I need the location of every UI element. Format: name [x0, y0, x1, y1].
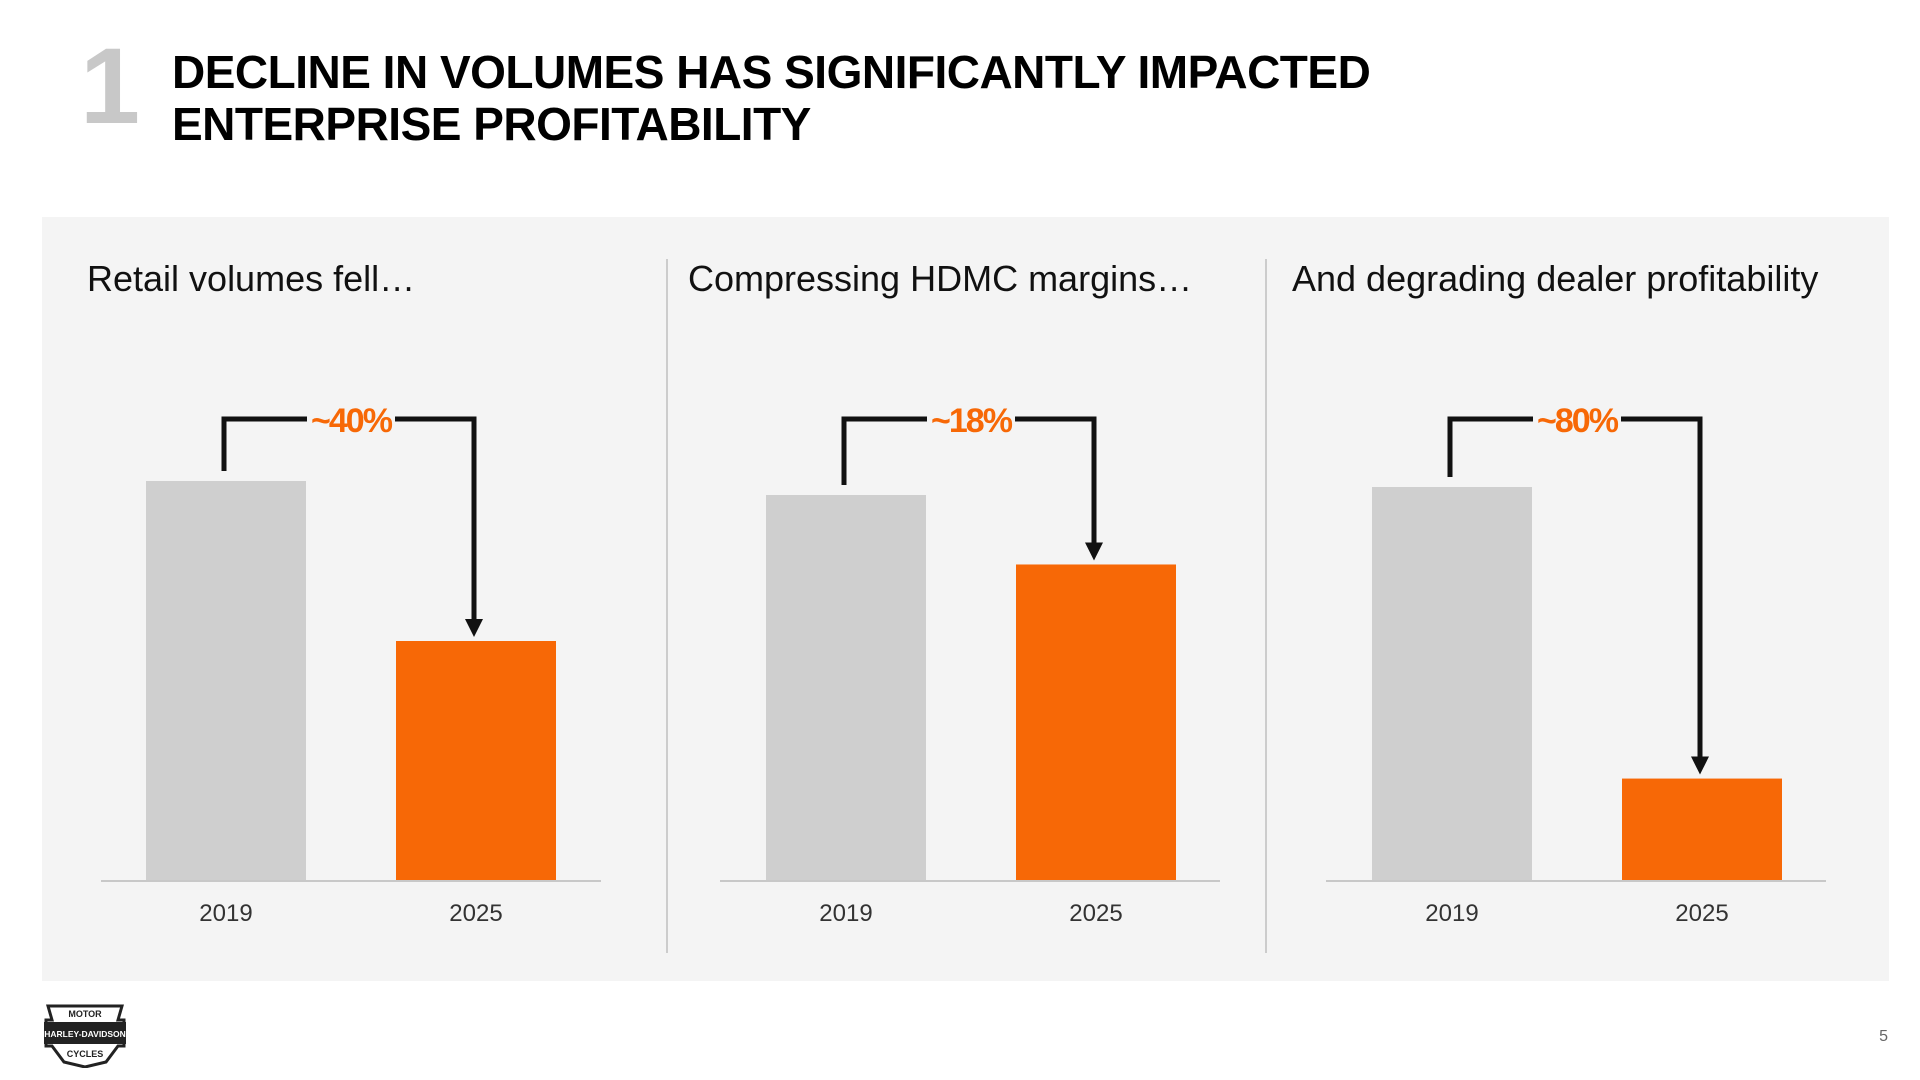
bar-2019: [146, 481, 306, 881]
panel-divider-1: [666, 259, 668, 953]
panel-heading-dealer: And degrading dealer profitability: [1292, 258, 1819, 299]
category-label-2019: 2019: [1425, 900, 1478, 927]
bar-2019: [766, 495, 926, 881]
harley-davidson-logo: MOTOR HARLEY-DAVIDSON CYCLES: [40, 998, 130, 1073]
logo-text-top: MOTOR: [68, 1009, 102, 1019]
change-bracket-left: [221, 416, 307, 471]
panel-divider-2: [1265, 259, 1267, 953]
panel-heading-retail: Retail volumes fell…: [87, 258, 416, 299]
slide-number: 1: [80, 25, 140, 146]
category-label-2019: 2019: [819, 900, 872, 927]
category-label-2019: 2019: [199, 900, 252, 927]
change-label: ~80%: [1537, 402, 1619, 440]
change-bracket-left: [841, 416, 927, 485]
arrow-head: [465, 619, 483, 637]
change-label: ~18%: [931, 402, 1013, 440]
slide-title: DECLINE IN VOLUMES HAS SIGNIFICANTLY IMP…: [172, 46, 1672, 150]
slide-title-line-2: ENTERPRISE PROFITABILITY: [172, 98, 811, 150]
bar-2025: [1622, 778, 1782, 881]
category-label-2025: 2025: [1069, 900, 1122, 927]
category-label-2025: 2025: [449, 900, 502, 927]
change-label: ~40%: [311, 402, 393, 440]
change-bracket-right: [395, 416, 477, 621]
arrow-head: [1085, 542, 1103, 561]
charts-panel: [42, 217, 1889, 981]
change-bracket-left: [1447, 416, 1533, 477]
bar-2025: [1016, 564, 1176, 881]
change-bracket-right: [1015, 416, 1097, 545]
change-bracket-right: [1621, 416, 1703, 759]
logo-text-mid: HARLEY-DAVIDSON: [44, 1029, 126, 1039]
bar-2019: [1372, 487, 1532, 881]
bar-2025: [396, 641, 556, 881]
logo-text-bottom: CYCLES: [67, 1049, 104, 1059]
panel-heading-margins: Compressing HDMC margins…: [688, 258, 1193, 299]
category-label-2025: 2025: [1675, 900, 1728, 927]
arrow-head: [1691, 756, 1709, 775]
slide-title-line-1: DECLINE IN VOLUMES HAS SIGNIFICANTLY IMP…: [172, 46, 1371, 98]
page-number: 5: [1879, 1028, 1888, 1045]
